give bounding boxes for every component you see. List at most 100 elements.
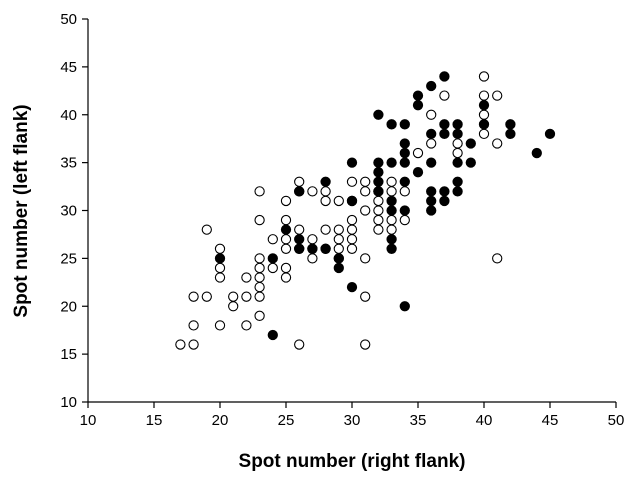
filled-data-point	[426, 186, 437, 197]
open-data-point	[399, 214, 410, 226]
filled-data-point	[412, 100, 424, 111]
open-data-point	[492, 253, 503, 264]
filled-data-point	[373, 176, 384, 187]
open-data-point	[478, 109, 490, 120]
open-data-point	[373, 224, 384, 235]
filled-data-point	[333, 262, 344, 274]
x-tick-label: 35	[410, 412, 427, 429]
open-data-point	[241, 320, 252, 331]
y-tick-label: 15	[60, 346, 77, 363]
open-data-point	[478, 71, 490, 82]
x-axis-title: Spot number (right flank)	[239, 451, 466, 472]
filled-data-point	[373, 186, 384, 197]
filled-data-point	[373, 157, 384, 168]
filled-data-point	[426, 80, 437, 92]
open-data-point	[175, 339, 186, 350]
open-data-point	[492, 138, 503, 149]
open-data-point	[386, 214, 397, 226]
open-data-point	[254, 272, 265, 283]
x-tick-label: 30	[344, 412, 361, 429]
open-data-point	[360, 176, 371, 187]
open-data-point	[452, 138, 463, 149]
open-data-point	[426, 138, 437, 149]
filled-data-point	[267, 329, 278, 341]
filled-data-point	[320, 176, 331, 187]
open-data-point	[280, 272, 292, 283]
filled-data-point	[386, 243, 397, 254]
open-data-point	[307, 253, 318, 264]
y-tick-label: 25	[60, 250, 77, 267]
filled-data-point	[346, 157, 358, 168]
filled-data-point	[346, 281, 358, 293]
open-data-point	[280, 214, 292, 226]
open-data-point	[214, 272, 226, 283]
axes	[87, 19, 616, 403]
open-data-point	[333, 195, 344, 207]
open-data-point	[478, 90, 490, 101]
filled-data-point	[452, 128, 463, 140]
filled-data-point	[439, 186, 450, 197]
filled-data-point	[333, 253, 344, 264]
y-tick-label: 40	[60, 107, 77, 124]
open-data-point	[307, 186, 318, 197]
filled-data-point	[439, 71, 450, 82]
open-data-point	[386, 186, 397, 197]
open-data-point	[346, 224, 358, 235]
open-data-point	[254, 262, 265, 274]
filled-data-point	[386, 119, 397, 130]
open-data-point	[386, 176, 397, 187]
open-data-point	[412, 147, 424, 159]
open-data-point	[267, 262, 278, 274]
open-data-point	[280, 234, 292, 245]
filled-data-point	[426, 157, 437, 168]
open-data-point	[360, 186, 371, 197]
open-data-point	[254, 253, 265, 264]
open-data-point	[280, 195, 292, 207]
filled-data-point	[478, 100, 490, 111]
open-data-point	[320, 186, 331, 197]
open-data-point	[280, 262, 292, 274]
x-tick-label: 25	[278, 412, 295, 429]
open-data-point	[254, 186, 265, 197]
filled-data-point	[399, 138, 410, 149]
open-data-point	[360, 205, 371, 216]
open-data-point	[254, 281, 265, 293]
filled-data-point	[267, 253, 278, 264]
filled-data-point	[280, 224, 292, 235]
open-data-point	[254, 291, 265, 302]
filled-data-point	[452, 186, 463, 197]
x-tick-label: 40	[476, 412, 493, 429]
open-data-point	[241, 272, 252, 283]
filled-data-point	[294, 234, 305, 245]
open-data-point	[346, 176, 358, 187]
filled-data-point	[294, 186, 305, 197]
open-data-point	[478, 128, 490, 140]
open-data-point	[439, 90, 450, 101]
filled-data-point	[399, 157, 410, 168]
open-data-point	[346, 214, 358, 226]
open-data-point	[346, 243, 358, 254]
x-tick-label: 50	[608, 412, 625, 429]
open-data-point	[333, 234, 344, 245]
open-data-point	[426, 109, 437, 120]
filled-data-point	[373, 109, 384, 120]
filled-data-point	[386, 195, 397, 207]
filled-data-point	[465, 138, 476, 149]
filled-data-point	[426, 195, 437, 207]
filled-data-point	[320, 243, 331, 254]
open-data-point	[333, 224, 344, 235]
y-ticks: 10 15 20 25 30 35 40 45 50	[60, 11, 88, 411]
open-data-point	[452, 147, 463, 159]
filled-data-point	[439, 119, 450, 130]
open-data-point	[373, 214, 384, 226]
filled-data-point	[386, 234, 397, 245]
y-tick-label: 20	[60, 298, 77, 315]
filled-data-point	[452, 157, 463, 168]
open-data-point	[360, 339, 371, 350]
filled-data-point	[399, 176, 410, 187]
filled-data-point	[452, 119, 463, 130]
open-data-point	[294, 339, 305, 350]
open-data-point	[399, 186, 410, 197]
